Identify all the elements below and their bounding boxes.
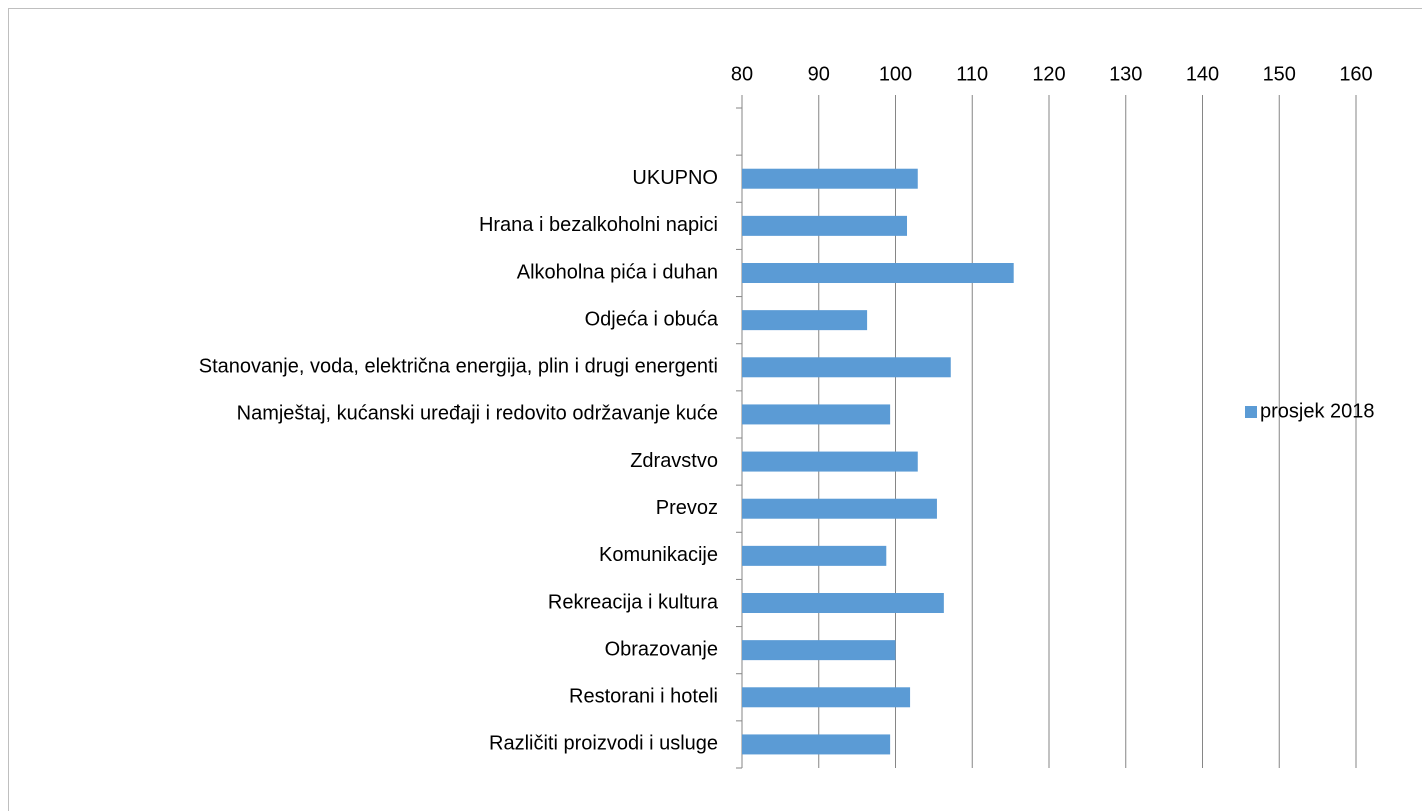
x-tick-label: 90 xyxy=(808,63,830,85)
y-tick-label: Hrana i bezalkoholni napici xyxy=(479,214,718,236)
bar xyxy=(742,263,1014,283)
chart-border xyxy=(8,8,1422,811)
bar xyxy=(742,734,891,755)
bar xyxy=(742,357,951,378)
x-tick-label: 140 xyxy=(1186,63,1219,85)
y-tick-label: Komunikacije xyxy=(599,544,718,566)
bar xyxy=(742,310,868,331)
x-tick-label: 120 xyxy=(1032,63,1065,85)
legend-swatch xyxy=(1245,406,1257,418)
bar xyxy=(742,687,911,708)
x-tick-label: 150 xyxy=(1263,63,1296,85)
x-tick-label: 130 xyxy=(1109,63,1142,85)
x-tick-label: 100 xyxy=(879,63,912,85)
y-tick-label: Obrazovanje xyxy=(605,638,718,660)
bar xyxy=(742,451,918,472)
legend-label: prosjek 2018 xyxy=(1260,400,1375,422)
y-tick-label: Stanovanje, voda, električna energija, p… xyxy=(199,356,718,378)
x-tick-label: 160 xyxy=(1339,63,1372,85)
y-tick-label: Namještaj, kućanski uređaji i redovito o… xyxy=(237,403,718,425)
y-tick-label: Različiti proizvodi i usluge xyxy=(489,733,718,755)
y-tick-label: Prevoz xyxy=(656,497,718,519)
bar xyxy=(742,215,908,236)
bar xyxy=(742,404,891,425)
y-tick-label: Restorani i hoteli xyxy=(569,686,718,708)
y-tick-label: Zdravstvo xyxy=(630,450,718,472)
x-tick-label: 110 xyxy=(956,63,988,85)
x-tick-label: 80 xyxy=(731,63,753,85)
y-tick-label: Alkoholna pića i duhan xyxy=(517,261,718,283)
bar xyxy=(742,545,887,566)
bar xyxy=(742,593,944,613)
bar xyxy=(742,640,896,661)
bar xyxy=(742,498,937,519)
bar xyxy=(742,168,918,189)
y-tick-label: UKUPNO xyxy=(632,167,718,189)
y-tick-label: Odjeća i obuća xyxy=(585,308,719,330)
y-tick-label: Rekreacija i kultura xyxy=(548,591,719,613)
